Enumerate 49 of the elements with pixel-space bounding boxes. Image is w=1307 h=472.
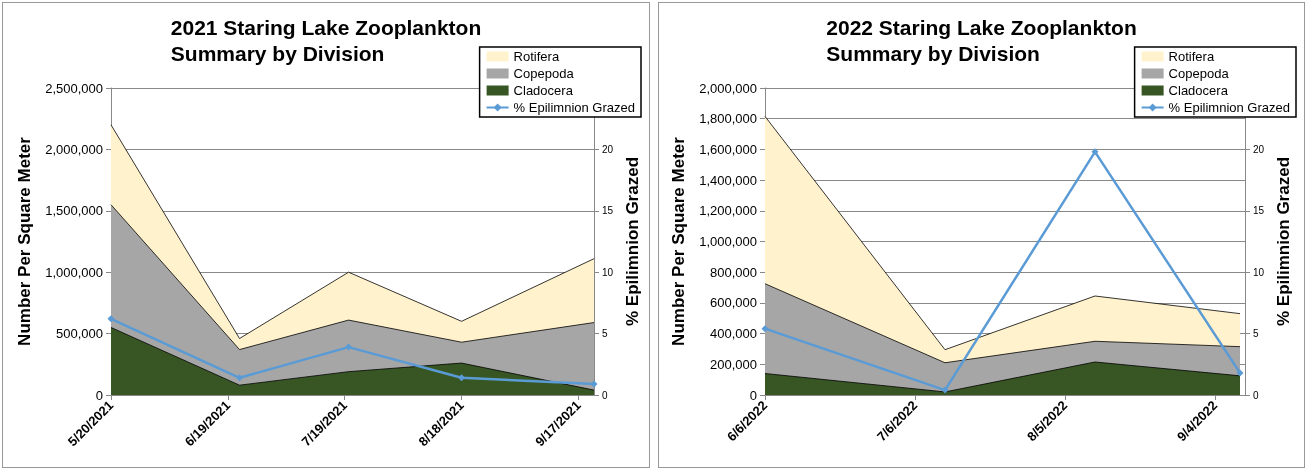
point: [1236, 369, 1244, 377]
y-axis-title: Number Per Square Meter: [15, 136, 34, 346]
y-tick-label: 1,500,000: [45, 203, 103, 219]
y2-tick-label: 20: [1253, 143, 1265, 155]
y2-tick-label: 0: [601, 389, 608, 401]
y2-tick-label: 20: [601, 143, 614, 155]
y-tick-label: 1,600,000: [699, 141, 757, 157]
legend-label: Copepoda: [513, 66, 575, 81]
point: [236, 374, 244, 382]
y2-axis-title: % Epilimnion Grazed: [623, 156, 642, 327]
point: [1091, 148, 1099, 156]
y-tick-label: 800,000: [710, 264, 757, 280]
legend-label: Rotifera: [1168, 49, 1215, 64]
y-tick-label: 1,000,000: [45, 264, 103, 280]
point: [590, 380, 598, 388]
point: [107, 315, 115, 323]
legend-label: Copepoda: [1168, 66, 1230, 81]
y2-axis-title: % Epilimnion Grazed: [1274, 156, 1294, 327]
point: [345, 343, 353, 351]
legend-label: % Epilimnion Grazed: [513, 100, 635, 115]
legend-label: Cladocera: [1168, 83, 1229, 98]
y-tick-label: 500,000: [56, 326, 103, 342]
y-tick-label: 1,200,000: [699, 203, 757, 219]
legend-label: % Epilimnion Grazed: [1168, 100, 1290, 115]
y-axis-title: Number Per Square Meter: [669, 136, 688, 346]
y2-tick-label: 5: [601, 328, 608, 340]
y-tick-label: 200,000: [710, 356, 757, 372]
y-tick-label: 0: [749, 387, 757, 403]
y-tick-label: 600,000: [710, 295, 757, 311]
y-tick-label: 2,000,000: [699, 80, 757, 96]
y-tick-label: 1,400,000: [699, 172, 757, 188]
y2-tick-label: 10: [601, 266, 614, 278]
y-tick-label: 400,000: [710, 326, 757, 342]
y2-tick-label: 15: [1253, 205, 1265, 217]
y-tick-label: 0: [95, 387, 103, 403]
legend-label: Rotifera: [513, 49, 560, 64]
point: [458, 374, 466, 382]
legend-label: Cladocera: [513, 83, 574, 98]
chart-title: 2021 Staring Lake Zooplankton Summary by Division: [170, 15, 482, 65]
y2-tick-label: 5: [1253, 328, 1259, 340]
y2-tick-label: 0: [1253, 389, 1259, 401]
y2-tick-label: 10: [1253, 266, 1265, 278]
y-tick-label: 1,000,000: [699, 234, 757, 249]
y-tick-label: 1,800,000: [699, 111, 757, 127]
y-tick-label: 2,000,000: [45, 141, 103, 157]
chart-title: 2022 Staring Lake Zooplankton Summary by Division: [826, 15, 1137, 65]
point: [941, 386, 949, 394]
y2-tick-label: 15: [601, 205, 614, 217]
y-tick-label: 2,500,000: [45, 80, 103, 96]
